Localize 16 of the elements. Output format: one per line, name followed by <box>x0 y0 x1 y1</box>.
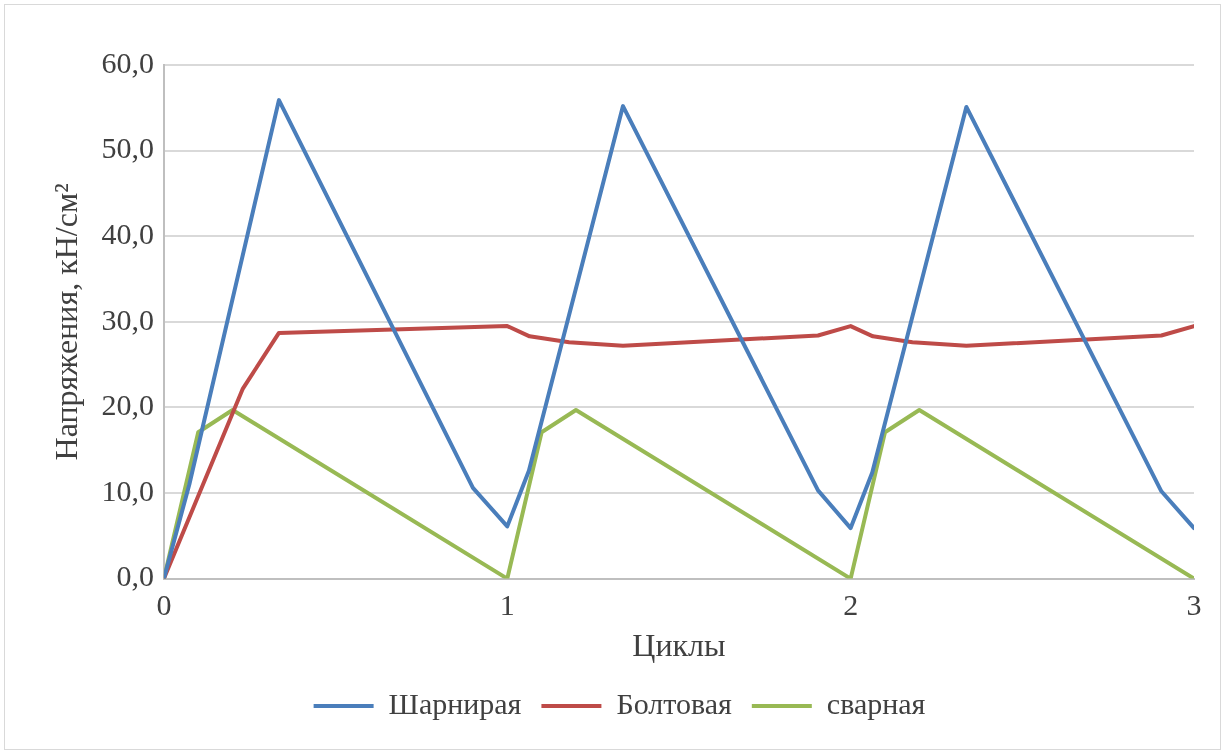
y-tick-label: 10,0 <box>101 473 154 507</box>
y-tick-label: 60,0 <box>101 45 154 79</box>
y-tick-label: 30,0 <box>101 302 154 336</box>
x-tick-label: 2 <box>843 588 859 622</box>
x-tick-label: 0 <box>156 588 172 622</box>
y-tick-label: 20,0 <box>101 388 154 422</box>
y-axis-title: Напряжения, кН/см² <box>47 183 84 461</box>
legend-label: Болтовая <box>616 686 733 720</box>
y-tick-label: 40,0 <box>101 217 154 251</box>
x-tick-label: 3 <box>1186 588 1202 622</box>
x-axis-title: Циклы <box>632 627 726 664</box>
x-tick-label: 1 <box>499 588 515 622</box>
legend-label: сварная <box>826 686 926 720</box>
y-tick-label: 0,0 <box>116 559 154 593</box>
y-tick-label: 50,0 <box>101 131 154 165</box>
legend-label: Шарнирая <box>388 686 522 720</box>
